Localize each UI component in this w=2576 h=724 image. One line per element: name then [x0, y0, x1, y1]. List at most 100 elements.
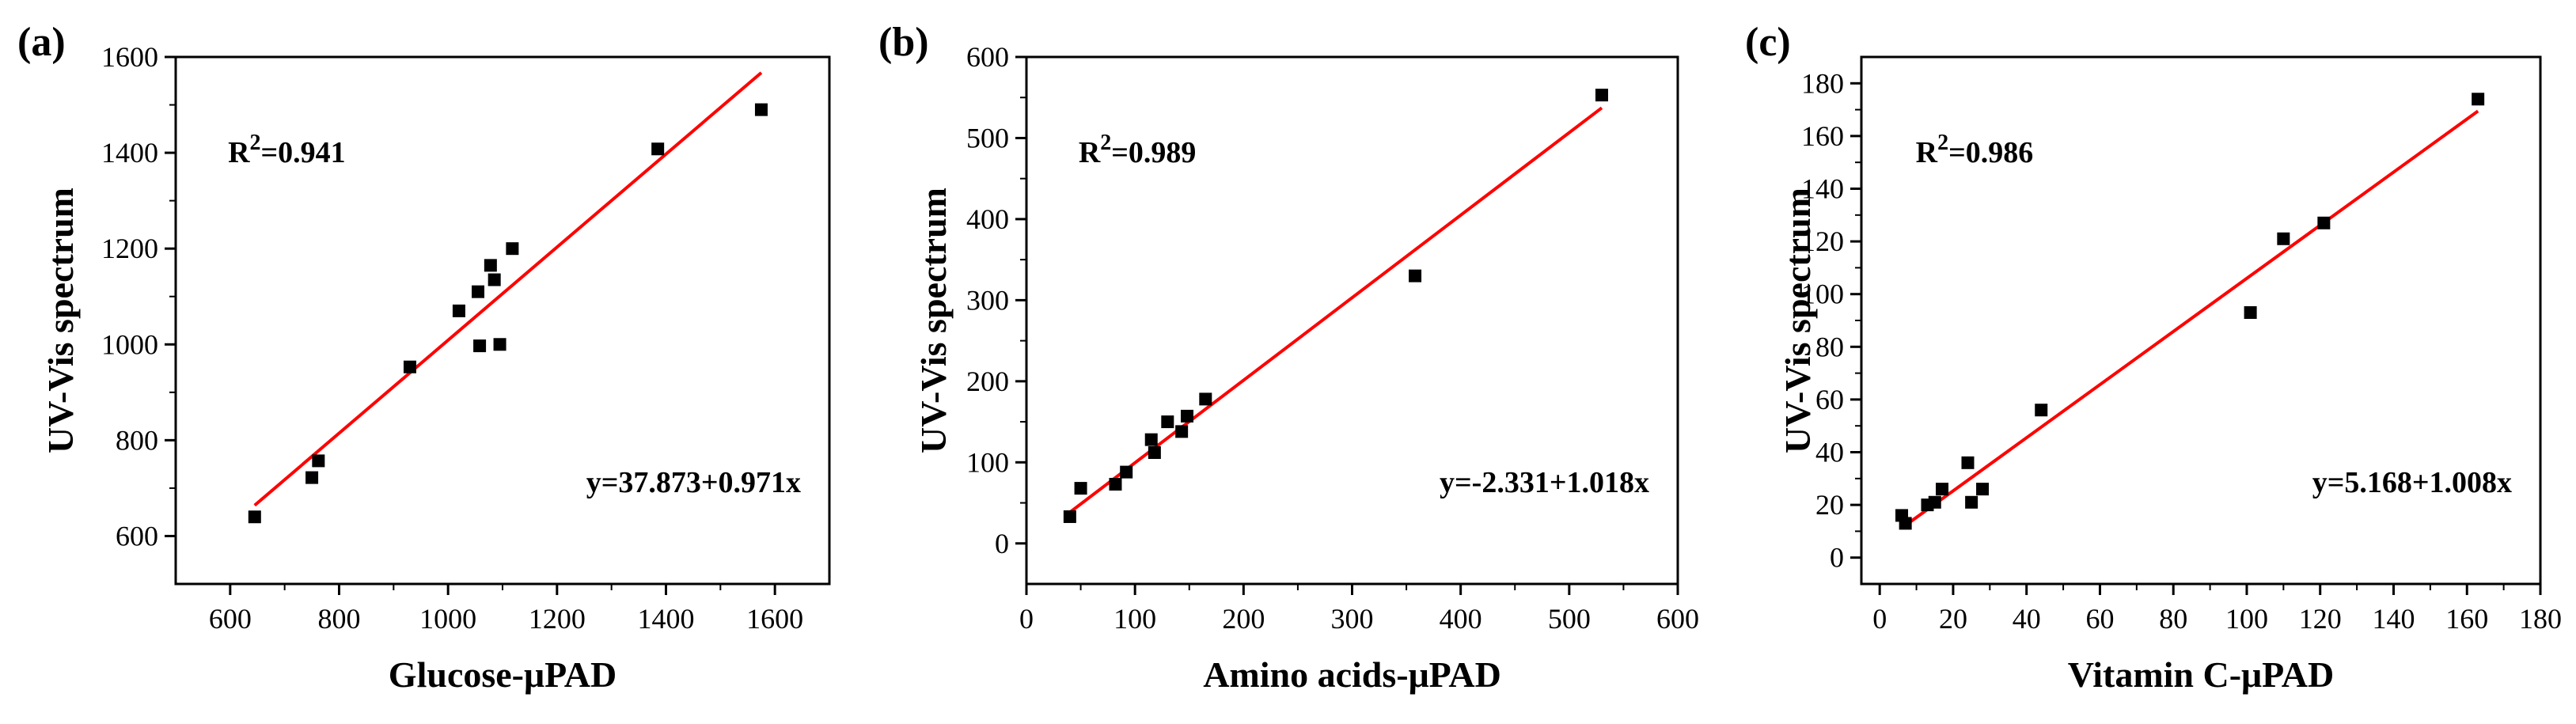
y-tick-label: 100 [1801, 279, 1844, 310]
y-tick-label: 60 [1815, 384, 1844, 415]
y-tick-label: 1000 [101, 328, 158, 360]
r-squared-annotation: R2=0.986 [1916, 131, 2034, 169]
data-point [472, 285, 485, 298]
data-point [1595, 89, 1608, 102]
data-point [2244, 306, 2257, 320]
data-point [2317, 216, 2331, 229]
data-point [1961, 456, 1975, 469]
data-point [1181, 409, 1194, 423]
r-squared-value: =0.986 [1948, 136, 2033, 169]
r-squared-superscript: 2 [1937, 131, 1948, 155]
x-tick-label: 20 [1939, 603, 1967, 635]
data-point [1063, 510, 1076, 523]
r-squared-superscript: 2 [250, 131, 261, 155]
y-tick-label: 200 [966, 366, 1009, 397]
data-point [2035, 404, 2048, 417]
data-point [1074, 482, 1087, 495]
x-tick-label: 800 [318, 603, 361, 635]
x-tick-label: 600 [1656, 603, 1699, 635]
chart-panel-3: 0 20 40 60 80 100 120 140 160 180 0 20 40 60 80 100 120 1… [1745, 20, 2562, 695]
chart-panel-2: 0 100 200 300 400 500 600 0 100 200 300 400 500 600 (b… [878, 20, 1699, 695]
x-tick-label: 600 [209, 603, 252, 635]
data-point [403, 360, 416, 373]
data-point [651, 142, 665, 156]
y-tick-label: 40 [1815, 437, 1844, 468]
x-tick-label: 160 [2445, 603, 2488, 635]
x-tick-label: 500 [1548, 603, 1591, 635]
x-tick-label: 200 [1222, 603, 1265, 635]
data-point [1976, 483, 1990, 496]
data-point [1144, 433, 1158, 446]
r-squared-annotation: R2=0.989 [1079, 131, 1197, 169]
x-tick-label: 80 [2159, 603, 2187, 635]
regression-equation: y=-2.331+1.018x [1440, 466, 1649, 499]
data-point [2472, 93, 2485, 106]
x-tick-label: 300 [1331, 603, 1374, 635]
data-point [1409, 269, 1422, 282]
y-tick-label: 1600 [101, 41, 158, 73]
r-squared-annotation: R2=0.941 [228, 131, 346, 169]
data-point [1936, 483, 1949, 496]
data-point [484, 259, 497, 272]
y-tick-label: 600 [966, 41, 1009, 73]
regression-equation: y=5.168+1.008x [2312, 466, 2512, 499]
data-point [1109, 477, 1122, 491]
x-tick-label: 1000 [419, 603, 476, 635]
y-tick-label: 800 [116, 424, 158, 456]
y-tick-label: 0 [995, 528, 1009, 559]
y-axis-title: UV-Vis spectrum [1777, 188, 1818, 453]
data-point [2277, 232, 2290, 245]
regression-equation: y=37.873+0.971x [586, 466, 801, 499]
data-point [452, 304, 465, 317]
x-tick-label: 0 [1019, 603, 1034, 635]
y-tick-label: 0 [1830, 542, 1844, 574]
panel-label: (b) [878, 20, 929, 65]
x-tick-label: 100 [2225, 603, 2268, 635]
data-point [488, 273, 501, 286]
data-point [1965, 495, 1978, 509]
x-tick-label: 140 [2372, 603, 2415, 635]
fit-line [1900, 109, 2479, 529]
x-axis-title: Glucose-μPAD [389, 654, 616, 695]
r-squared-symbol: R [1916, 136, 1938, 169]
panel-label: (c) [1745, 20, 1791, 65]
x-tick-label: 1600 [746, 603, 803, 635]
data-point [1899, 517, 1912, 530]
y-tick-label: 400 [966, 203, 1009, 235]
data-point [754, 103, 768, 116]
y-tick-label: 500 [966, 122, 1009, 154]
data-point [1161, 415, 1174, 429]
r-squared-symbol: R [228, 136, 250, 169]
y-tick-label: 160 [1801, 120, 1844, 152]
x-tick-label: 120 [2299, 603, 2342, 635]
chart-panel-1: 600 800 1000 1200 1400 1600 600 800 1000 1200 1400… [17, 20, 831, 695]
y-tick-label: 20 [1815, 489, 1844, 521]
x-tick-label: 40 [2013, 603, 2041, 635]
x-axis-title: Vitamin C-μPAD [2068, 654, 2335, 695]
data-point [305, 471, 319, 484]
y-tick-label: 140 [1801, 173, 1844, 205]
x-tick-label: 0 [1872, 603, 1887, 635]
data-point [1148, 446, 1161, 460]
r-squared-symbol: R [1079, 136, 1101, 169]
y-axis-title: UV-Vis spectrum [913, 188, 954, 453]
r-squared-value: =0.989 [1111, 136, 1196, 169]
fit-line [1068, 106, 1603, 514]
y-tick-label: 100 [966, 446, 1009, 478]
panel-label: (a) [17, 20, 66, 65]
y-tick-label: 80 [1815, 331, 1844, 362]
x-tick-label: 180 [2519, 603, 2562, 635]
x-axis-title: Amino acids-μPAD [1203, 654, 1501, 695]
y-axis-title: UV-Vis spectrum [40, 188, 81, 453]
data-point [1928, 495, 1941, 509]
y-tick-label: 1200 [101, 233, 158, 264]
data-point [248, 510, 261, 524]
y-tick-label: 120 [1801, 226, 1844, 257]
x-tick-label: 100 [1113, 603, 1156, 635]
fit-line [253, 71, 763, 507]
y-tick-label: 1400 [101, 137, 158, 169]
data-point [1120, 465, 1133, 479]
x-tick-label: 1200 [529, 603, 586, 635]
